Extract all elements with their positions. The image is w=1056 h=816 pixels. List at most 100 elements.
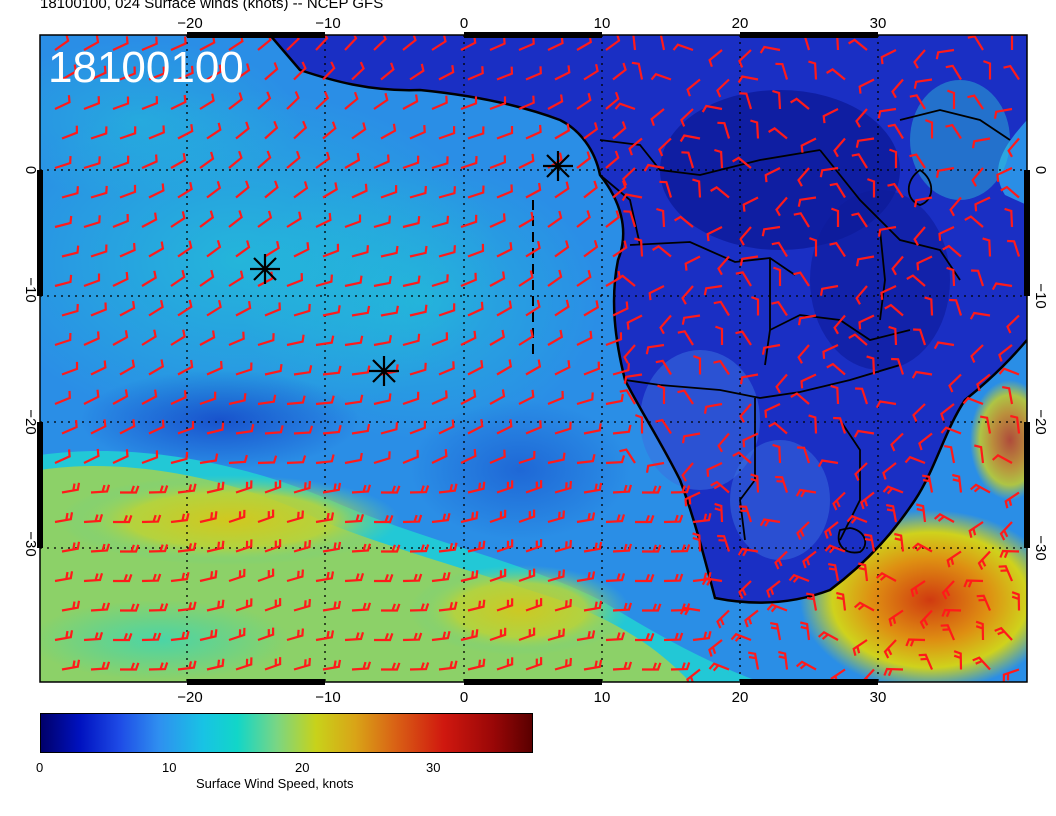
wind-barb (373, 451, 391, 465)
wind-barb (228, 150, 243, 169)
wind-barb (855, 255, 875, 267)
wind-barb (883, 667, 904, 677)
wind-barb (904, 455, 926, 465)
wind-barb (742, 432, 759, 448)
wind-barb (315, 395, 335, 406)
wind-barb (940, 624, 956, 641)
wind-barb (650, 108, 665, 127)
wind-barb (999, 521, 1013, 541)
wind-barb (732, 156, 752, 169)
wind-barb (402, 275, 421, 288)
wind-barb (113, 515, 133, 524)
frame-bars (37, 32, 1030, 685)
wind-barb (796, 521, 810, 540)
wind-barb (547, 210, 563, 228)
wind-barb (293, 480, 311, 494)
wind-barb (54, 449, 71, 465)
wind-barb (170, 390, 187, 405)
wind-barb (460, 35, 477, 51)
wind-barb (877, 107, 897, 119)
wind-barb (808, 60, 818, 80)
wind-barb (822, 108, 839, 124)
wind-barb (257, 394, 277, 406)
wind-barb (969, 311, 991, 320)
wind-barb (496, 419, 513, 435)
wind-barb (228, 568, 246, 583)
wind-barb (438, 542, 458, 553)
wind-barb (547, 628, 565, 642)
wind-barb (235, 362, 253, 376)
wind-barb (344, 631, 365, 642)
wind-barb (919, 609, 933, 629)
wind-barb (554, 360, 571, 376)
wind-barb (576, 210, 591, 228)
wind-barb (778, 650, 789, 670)
wind-barb (975, 620, 985, 641)
wind-barb (977, 550, 991, 570)
wind-barb (643, 163, 665, 172)
wind-barb (605, 35, 621, 51)
wind-barb (623, 373, 643, 384)
wind-barb (808, 414, 818, 434)
wind-barb (438, 601, 458, 612)
wind-barb (652, 245, 672, 258)
wind-barb (1004, 491, 1020, 509)
wind-barb (344, 214, 362, 229)
wind-map: 18100100 −20 −10 0 10 20 30 −20 −10 0 10… (22, 15, 1049, 706)
wind-barb (717, 121, 731, 139)
wind-barb (547, 329, 564, 346)
wind-barb (148, 125, 165, 140)
wind-barb (941, 580, 955, 600)
wind-barb (911, 370, 933, 379)
wind-barb (612, 484, 633, 494)
wind-barb (119, 359, 136, 376)
wind-barb (583, 482, 603, 494)
wind-barb (315, 454, 335, 465)
wind-barb (148, 241, 165, 258)
wind-barb (286, 510, 304, 524)
wind-barb (199, 269, 215, 287)
wind-barb (751, 296, 760, 316)
wind-barb (576, 330, 593, 346)
wind-barb (351, 365, 371, 376)
wind-barb (431, 156, 449, 170)
wind-barb (888, 609, 904, 627)
wind-barb (681, 462, 694, 482)
lon-tick-label: −20 (177, 15, 202, 32)
wind-barb (909, 94, 926, 110)
wind-barb (119, 126, 137, 140)
lon-tick-label: 0 (460, 689, 468, 706)
wind-barb (554, 657, 572, 671)
lon-tick-label: −10 (315, 689, 340, 706)
lat-labels-left: 0 −10 −20 −30 (22, 166, 39, 557)
wind-barb (583, 600, 603, 612)
wind-barb (113, 574, 133, 583)
wind-barb (90, 484, 111, 494)
wind-barb (206, 180, 222, 199)
wind-barb (619, 448, 636, 464)
wind-barb (373, 215, 391, 229)
wind-barb (642, 603, 662, 612)
wind-barb (619, 389, 636, 405)
wind-barb (547, 452, 566, 465)
lat-tick-label: 0 (22, 166, 39, 174)
wind-barb (409, 662, 430, 671)
wind-barb (525, 539, 543, 553)
wind-barb (293, 181, 309, 199)
wind-barb (496, 184, 513, 199)
wind-barb (264, 62, 279, 81)
wind-barb (998, 565, 1014, 582)
wind-barb (496, 126, 514, 140)
wind-barb (54, 95, 71, 110)
wind-barb (293, 425, 314, 435)
wind-barb (576, 512, 596, 524)
wind-barb (380, 422, 399, 435)
lat-tick-label: −20 (1032, 409, 1049, 434)
wind-barb (431, 631, 451, 642)
wind-barb (632, 35, 637, 51)
wind-barb (670, 485, 691, 494)
wind-barb (692, 631, 712, 642)
wind-barb (177, 124, 194, 140)
wind-barb (693, 355, 702, 375)
wind-barb (645, 461, 665, 473)
